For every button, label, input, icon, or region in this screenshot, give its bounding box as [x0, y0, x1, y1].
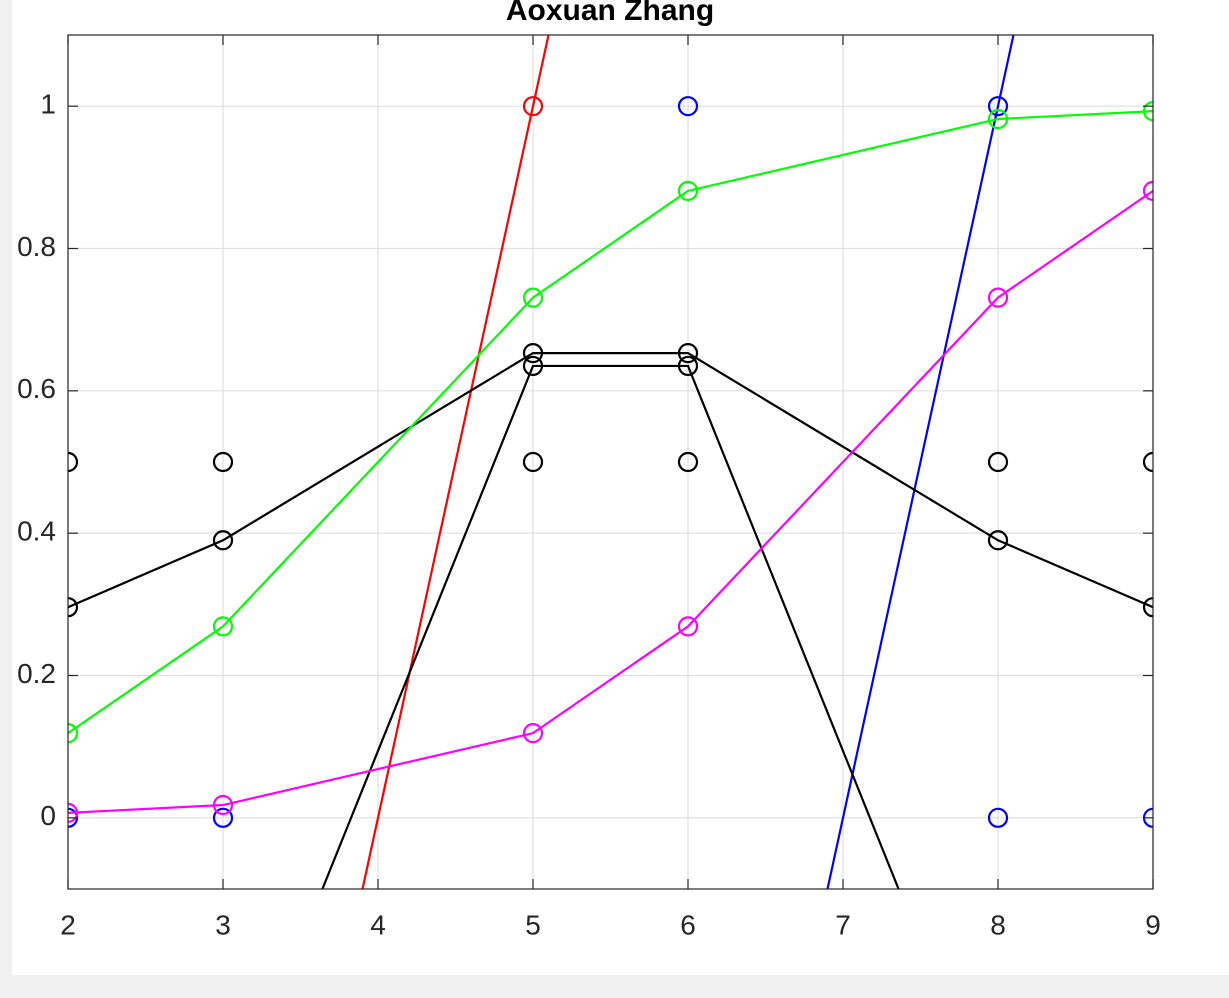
y-tick-label: 1 [40, 89, 56, 120]
marker [1142, 451, 1153, 473]
x-tick-label: 2 [60, 909, 76, 940]
marker [68, 723, 79, 744]
y-tick-label: 0.2 [17, 658, 56, 689]
marker [987, 807, 1009, 828]
y-tick-label: 0.8 [17, 231, 56, 262]
series-line [68, 189, 1153, 814]
marker [522, 96, 544, 117]
x-tick-label: 7 [835, 909, 851, 940]
marker [522, 343, 544, 364]
x-tick-label: 3 [215, 909, 231, 940]
y-tick-label: 0.4 [17, 516, 56, 547]
marker [1142, 180, 1153, 201]
marker [522, 451, 544, 473]
marker [212, 616, 234, 637]
marker [68, 802, 79, 823]
marker [677, 180, 699, 201]
marker [677, 355, 699, 377]
marker [677, 343, 699, 364]
series-line [68, 352, 1153, 609]
plot-area [68, 35, 1153, 889]
marker [212, 451, 234, 473]
x-tick-label: 5 [525, 909, 541, 940]
marker [987, 96, 1009, 117]
marker [1142, 597, 1153, 618]
marker [987, 108, 1009, 130]
x-tick-label: 4 [370, 909, 386, 940]
marker [677, 616, 699, 637]
marker [522, 355, 544, 377]
marker [677, 96, 699, 117]
y-tick-label: 0.6 [17, 373, 56, 404]
marker [522, 723, 544, 744]
marker [677, 451, 699, 473]
marker [987, 287, 1009, 308]
x-tick-label: 6 [680, 909, 696, 940]
marker [1142, 101, 1153, 122]
marker [212, 807, 234, 828]
y-tick-label: 0 [40, 800, 56, 831]
series-line [321, 364, 900, 889]
marker [987, 530, 1009, 551]
x-tick-label: 8 [990, 909, 1006, 940]
axes-box [67, 34, 1154, 890]
marker [212, 530, 234, 551]
marker [68, 597, 79, 618]
marker [522, 287, 544, 308]
marker [68, 451, 79, 473]
chart-title: Aoxuan Zhang [506, 0, 714, 27]
x-tick-label: 9 [1145, 909, 1161, 940]
marker [987, 451, 1009, 473]
ticks: 2 3 4 5 6 7 8 9 0 0.2 0.4 0.6 0.8 1 [17, 35, 1161, 940]
series-line [826, 35, 1015, 889]
series-line [68, 110, 1153, 735]
marker [212, 794, 234, 816]
